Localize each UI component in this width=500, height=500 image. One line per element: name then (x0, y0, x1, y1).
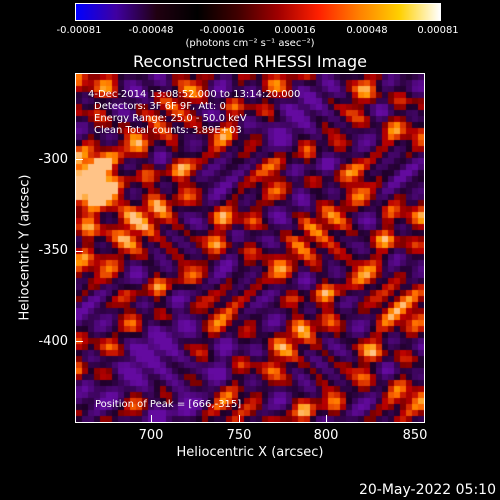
y-tick-label: -300 (38, 152, 68, 167)
colorbar-tick: -0.00016 (199, 25, 245, 36)
x-tick-label: 750 (226, 428, 252, 443)
x-axis-label: Heliocentric X (arcsec) (176, 445, 324, 460)
colorbar-tick: 0.00048 (346, 25, 388, 36)
colorbar-unit-label: (photons cm⁻² s⁻¹ asec⁻²) (185, 38, 315, 49)
image-title: Reconstructed RHESSI Image (133, 52, 367, 71)
colorbar-tick: 0.00016 (274, 25, 316, 36)
colorbar-tick-labels: -0.00081 -0.00048 -0.00016 0.00016 0.000… (0, 25, 500, 39)
x-tick-label: 800 (313, 428, 339, 443)
total-counts-label: Clean Total counts: 3.89E+03 (94, 125, 242, 136)
solar-image-plot: 4-Dec-2014 13:08:52.000 to 13:14:20.000 … (75, 73, 425, 423)
time-range-label: 4-Dec-2014 13:08:52.000 to 13:14:20.000 (88, 89, 301, 100)
x-tick-label: 700 (138, 428, 164, 443)
y-tick-label: -400 (38, 334, 68, 349)
y-tick-label: -350 (38, 243, 68, 258)
rhessi-image (76, 74, 424, 422)
energy-range-label: Energy Range: 25.0 - 50.0 keV (94, 113, 247, 124)
colorbar (75, 3, 441, 21)
detectors-label: Detectors: 3F 6F 9F, Att: 0 (94, 101, 226, 112)
x-tick-label: 850 (402, 428, 428, 443)
colorbar-tick: -0.00048 (128, 25, 174, 36)
y-axis-label: Heliocentric Y (arcsec) (17, 174, 33, 321)
peak-position-label: Position of Peak = [666,-315] (95, 399, 242, 410)
colorbar-tick: -0.00081 (56, 25, 102, 36)
plot-datestamp: 20-May-2022 05:10 (358, 482, 496, 498)
colorbar-tick: 0.00081 (417, 25, 459, 36)
